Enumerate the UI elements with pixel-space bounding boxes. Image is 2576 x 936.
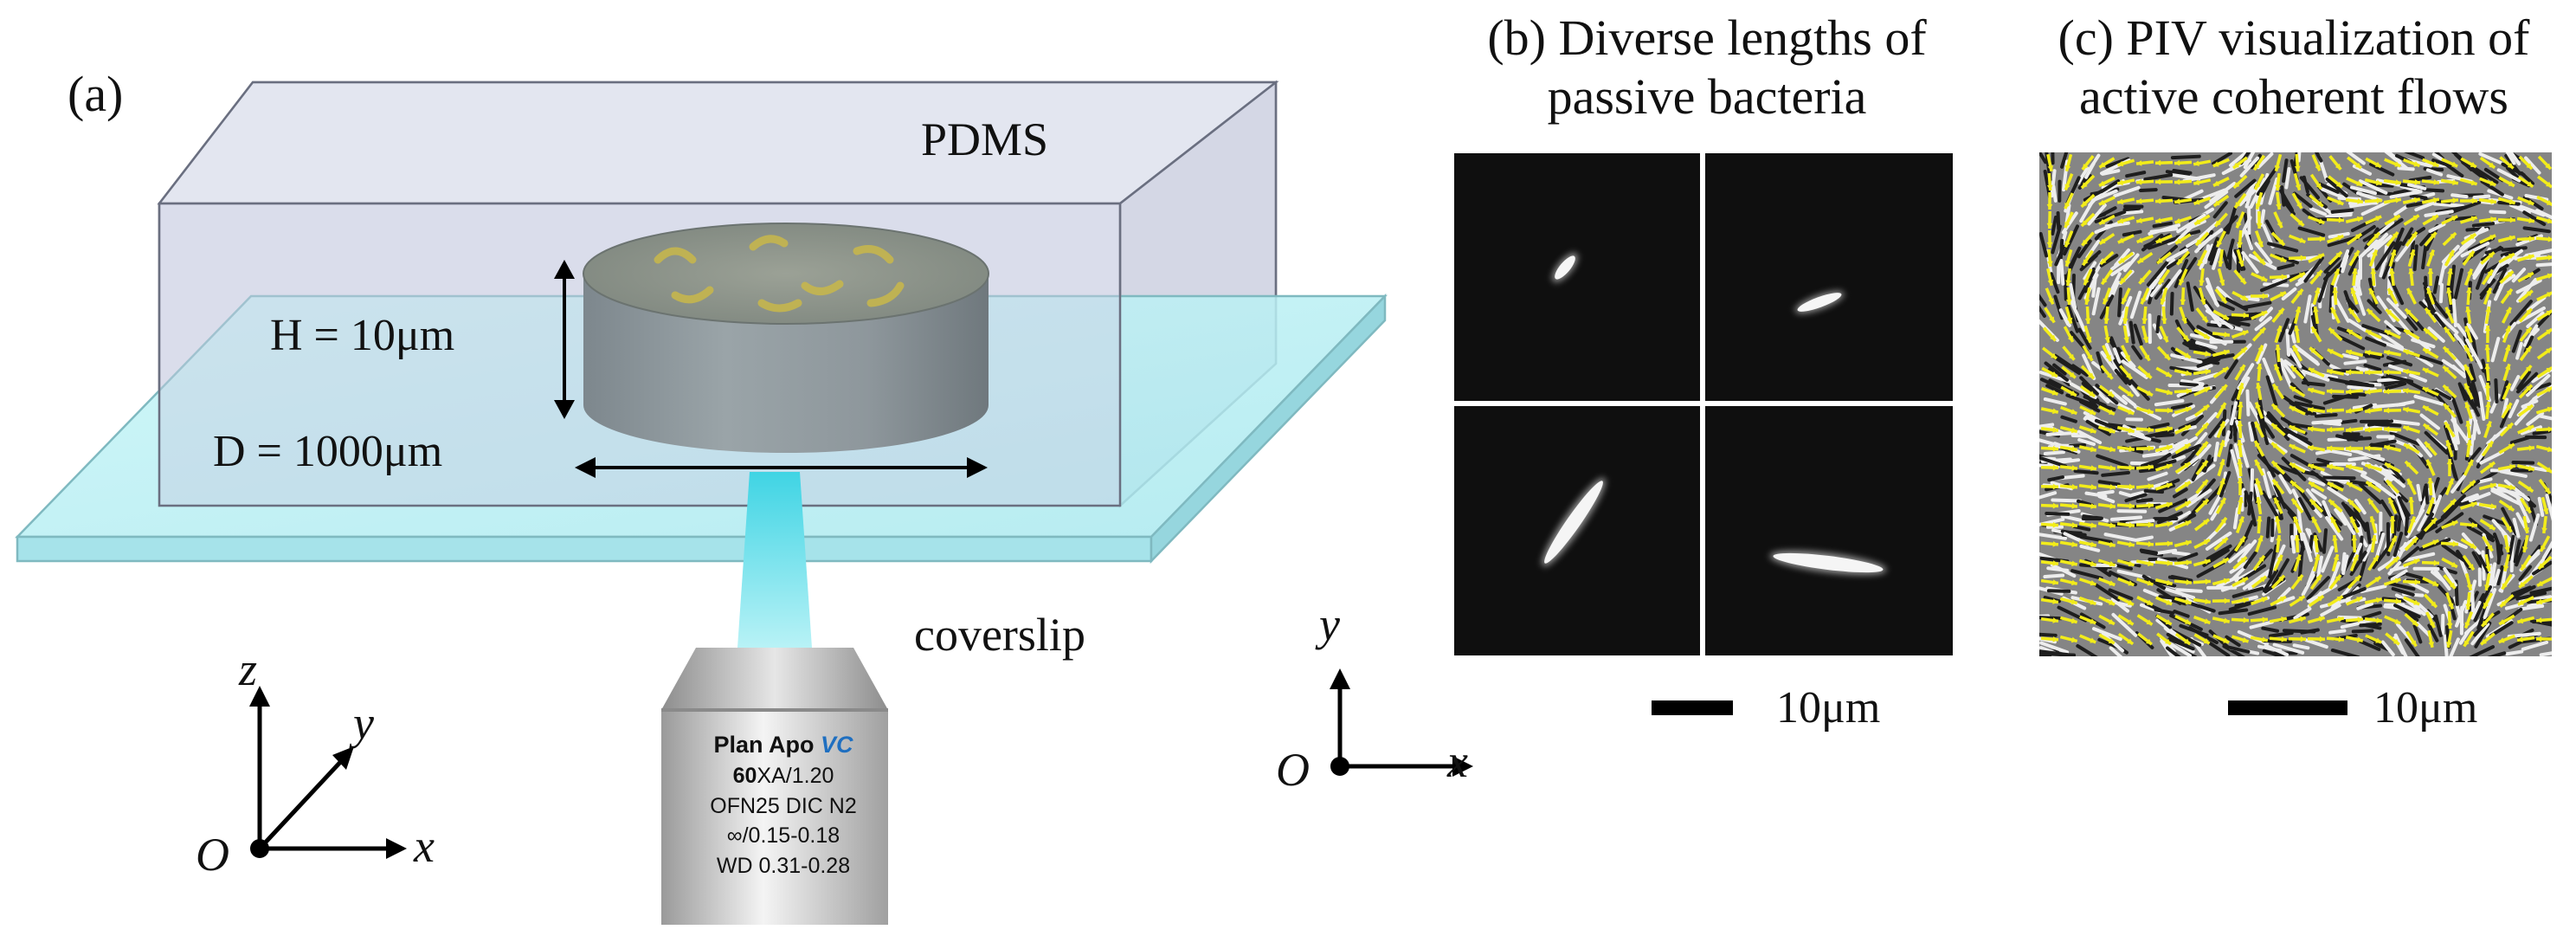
panel-b-title-line1: (b) Diverse lengths of: [1487, 10, 1927, 66]
objective-vc: VC: [821, 732, 853, 758]
axis-z-label: z: [239, 643, 258, 695]
light-beam: [737, 472, 812, 648]
objective-nose: [661, 648, 888, 710]
objective-wd: WD 0.31-0.28: [716, 853, 851, 878]
axis-x-label: x: [414, 820, 435, 872]
coverslip-edge-right: [1150, 293, 1387, 565]
objective-body: [661, 708, 888, 925]
objective-model: Plan Apo: [713, 732, 821, 758]
bacteria-swirls: [654, 235, 905, 313]
scale-bar-c: [2228, 700, 2347, 715]
axis-x2-label: x: [1447, 735, 1468, 787]
scale-label-b: 10μm: [1776, 683, 1881, 733]
panel-c-title: (c) PIV visualization of active coherent…: [2017, 9, 2571, 127]
scale-label-c: 10μm: [2373, 683, 2478, 733]
chamber-side: [583, 274, 989, 453]
coverslip-label: coverslip: [914, 609, 1085, 661]
micrograph-2: [1705, 153, 1953, 401]
panel-c-title-line2: active coherent flows: [2078, 68, 2508, 126]
diameter-label: D = 1000μm: [213, 427, 443, 476]
height-label: H = 10μm: [270, 311, 455, 360]
axis-y2-label: y: [1319, 598, 1340, 650]
micrograph-1: [1454, 153, 1700, 401]
piv-field: [2039, 152, 2552, 656]
axes-3d: [257, 701, 394, 851]
objective-ofn: OFN25 DIC N2: [710, 793, 857, 818]
axis-y-label: y: [353, 697, 374, 749]
objective-mag: 60: [732, 764, 757, 789]
axes-2d: [1337, 684, 1461, 769]
origin-dot-a: [250, 839, 269, 858]
origin-label-a: O: [196, 829, 229, 881]
pdms-label: PDMS: [921, 113, 1049, 165]
bacteria-cells: [1542, 253, 1887, 575]
micrograph-4: [1705, 406, 1953, 655]
pdms-box-top: [157, 81, 1279, 205]
panel-b-title-line2: passive bacteria: [1547, 68, 1867, 126]
panel-c-title-line1: (c) PIV visualization of: [2058, 10, 2530, 66]
objective-label: Plan Apo VC 60XA/1.20 OFN25 DIC N2 ∞/0.1…: [667, 684, 900, 918]
origin-label-b: O: [1276, 744, 1310, 796]
panel-a-label: (a): [68, 66, 124, 122]
objective-na: XA/1.20: [757, 764, 834, 789]
scale-bar-b: [1652, 700, 1733, 715]
origin-dot-b: [1330, 757, 1349, 776]
panel-b-title: (b) Diverse lengths of passive bacteria: [1439, 9, 1975, 127]
objective-coverslip-range: ∞/0.15-0.18: [726, 823, 840, 849]
coverslip-edge: [16, 535, 1153, 563]
